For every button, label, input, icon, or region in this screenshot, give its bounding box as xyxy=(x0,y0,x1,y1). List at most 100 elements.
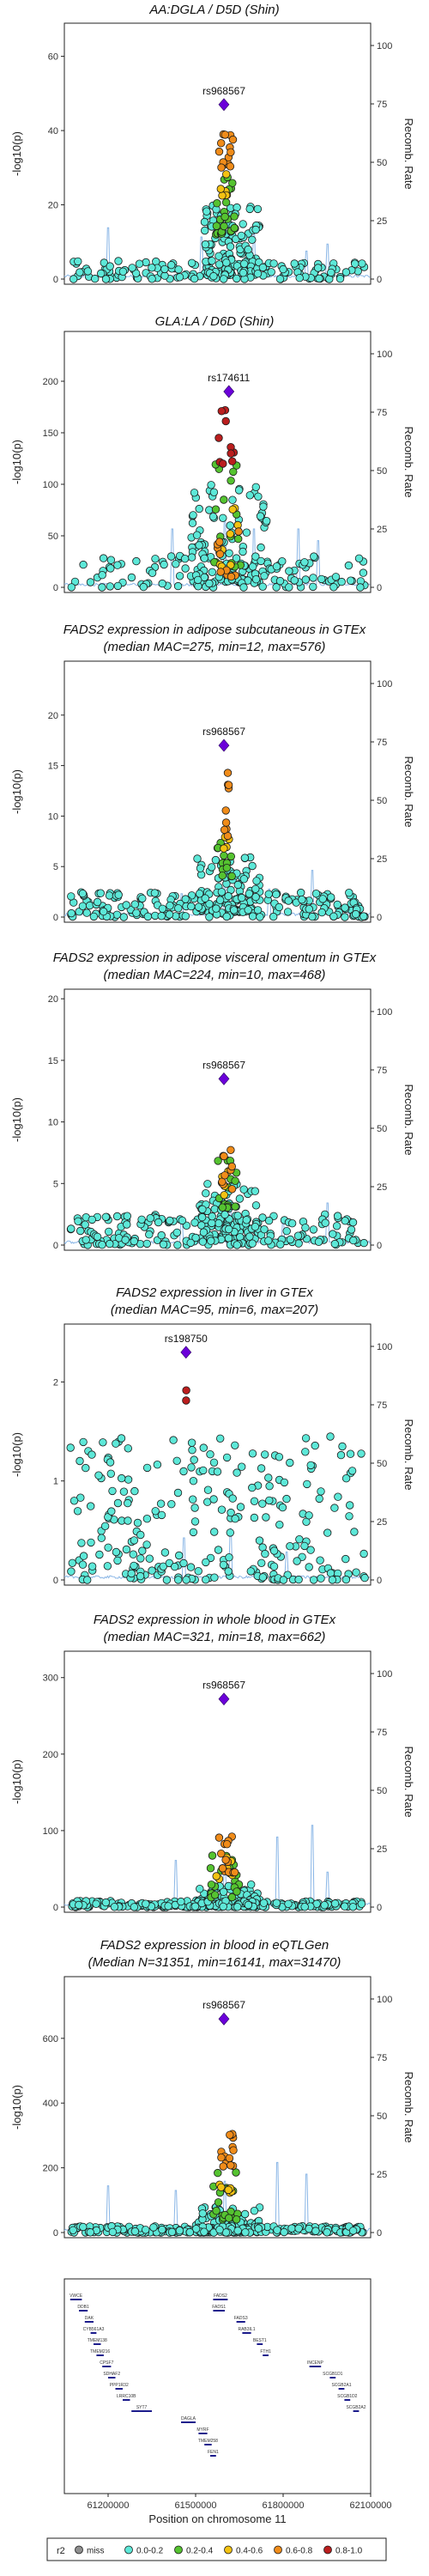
snp-point xyxy=(221,197,231,207)
snp-point xyxy=(283,908,293,916)
y2-tick-label: 50 xyxy=(377,1459,387,1469)
snp-point xyxy=(220,1191,229,1200)
snp-point xyxy=(238,1462,246,1471)
y2-tick-label: 25 xyxy=(377,216,387,227)
snp-point xyxy=(255,1536,264,1545)
snp-point xyxy=(196,864,205,872)
snp-point xyxy=(306,1461,315,1470)
snp-point xyxy=(221,212,229,222)
snp-point xyxy=(181,895,190,903)
snp-point xyxy=(301,1434,311,1443)
snp-point xyxy=(260,572,269,580)
snp-point xyxy=(124,1444,133,1453)
lead-snp-label: rs968567 xyxy=(202,85,245,97)
snp-point xyxy=(160,560,168,569)
snp-point xyxy=(227,1145,235,1155)
snp-point xyxy=(202,1576,210,1584)
snp-point xyxy=(217,2183,226,2192)
snp-point xyxy=(124,1516,132,1525)
y-tick-label: 20 xyxy=(48,201,58,211)
chart-title: FADS2 expression in blood in eQTLGen xyxy=(100,1938,329,1953)
legend-swatch xyxy=(274,2545,282,2555)
snp-point xyxy=(67,1224,76,1233)
snp-point xyxy=(103,1562,112,1571)
snp-point xyxy=(251,1201,261,1210)
snp-point xyxy=(220,495,228,504)
snp-point xyxy=(193,854,202,863)
snp-point xyxy=(212,1872,221,1880)
snp-point xyxy=(190,1504,199,1512)
snp-point xyxy=(181,912,190,920)
snp-point xyxy=(240,2209,250,2219)
snp-point xyxy=(223,831,233,841)
snp-point xyxy=(174,904,183,913)
snp-point xyxy=(239,220,247,228)
snp-point xyxy=(227,148,235,157)
gene-label: CYB561A3 xyxy=(83,2327,105,2332)
y-tick-label: 0 xyxy=(53,1576,58,1586)
snp-point xyxy=(88,1450,96,1459)
snp-point xyxy=(122,1545,131,1554)
regional-plot: 0 20 40 60 0 25 50 75 100 -log10(p) Recomb. Rate rs… xyxy=(10,22,415,285)
snp-point xyxy=(173,1488,183,1498)
snp-point xyxy=(127,573,136,582)
snp-point xyxy=(222,1839,232,1849)
snp-point xyxy=(244,1900,253,1910)
snp-point xyxy=(133,1518,142,1528)
snp-point xyxy=(191,2225,201,2233)
y2-tick-label: 50 xyxy=(377,796,387,806)
snp-point xyxy=(106,1458,115,1467)
snp-point xyxy=(335,274,345,283)
snp-point xyxy=(142,1239,152,1249)
y2-tick-label: 50 xyxy=(377,1786,387,1796)
y2-tick-label: 50 xyxy=(377,2111,387,2122)
snp-point xyxy=(358,259,366,268)
snp-point xyxy=(352,909,360,919)
snp-point xyxy=(251,1187,260,1195)
snp-point xyxy=(167,1499,176,1509)
snp-point xyxy=(231,1176,239,1186)
snp-point xyxy=(96,269,106,278)
snp-point xyxy=(208,513,218,521)
snp-point xyxy=(148,568,157,578)
chart-title: FADS2 expression in adipose visceral ome… xyxy=(52,951,377,965)
snp-point xyxy=(239,269,248,277)
snp-point xyxy=(284,1899,293,1909)
legend-swatch xyxy=(323,2545,332,2555)
y-tick-label: 200 xyxy=(43,1750,58,1760)
snp-point xyxy=(135,259,144,268)
snp-point xyxy=(179,1467,188,1476)
legend-label: miss xyxy=(87,2547,105,2556)
snp-point xyxy=(309,1576,318,1584)
snp-point xyxy=(113,581,123,591)
snp-point xyxy=(73,1507,82,1516)
snp-point xyxy=(187,902,196,911)
snp-point xyxy=(210,1205,219,1213)
y-tick-label: 0 xyxy=(53,1903,58,1913)
snp-point xyxy=(311,1441,319,1450)
gene-label: FADS2 xyxy=(214,2293,227,2299)
snp-point xyxy=(231,1202,239,1211)
snp-point xyxy=(219,513,227,523)
snp-point xyxy=(327,268,335,277)
snp-point xyxy=(278,557,287,566)
snp-point xyxy=(264,1236,273,1245)
snp-point xyxy=(106,262,114,270)
snp-point xyxy=(214,434,223,442)
regional-plot: 0 100 200 300 0 25 50 75 100 -log10(p) Recomb. Rat… xyxy=(10,1650,415,1913)
snp-point xyxy=(78,889,88,898)
snp-point xyxy=(113,1498,123,1508)
snp-point xyxy=(305,2224,313,2233)
snp-point xyxy=(264,890,273,899)
y2-tick-label: 100 xyxy=(377,679,392,690)
x-tick-label: 62100000 xyxy=(350,2500,392,2511)
snp-point xyxy=(104,1227,113,1236)
chart-subtitle: (median MAC=95, min=6, max=207) xyxy=(110,1303,319,1317)
snp-point xyxy=(227,852,236,861)
snp-point xyxy=(158,904,167,914)
snp-point xyxy=(221,1210,229,1219)
snp-point xyxy=(265,1496,274,1505)
snp-point xyxy=(205,900,214,908)
snp-point xyxy=(104,1543,112,1552)
snp-point xyxy=(148,264,156,272)
